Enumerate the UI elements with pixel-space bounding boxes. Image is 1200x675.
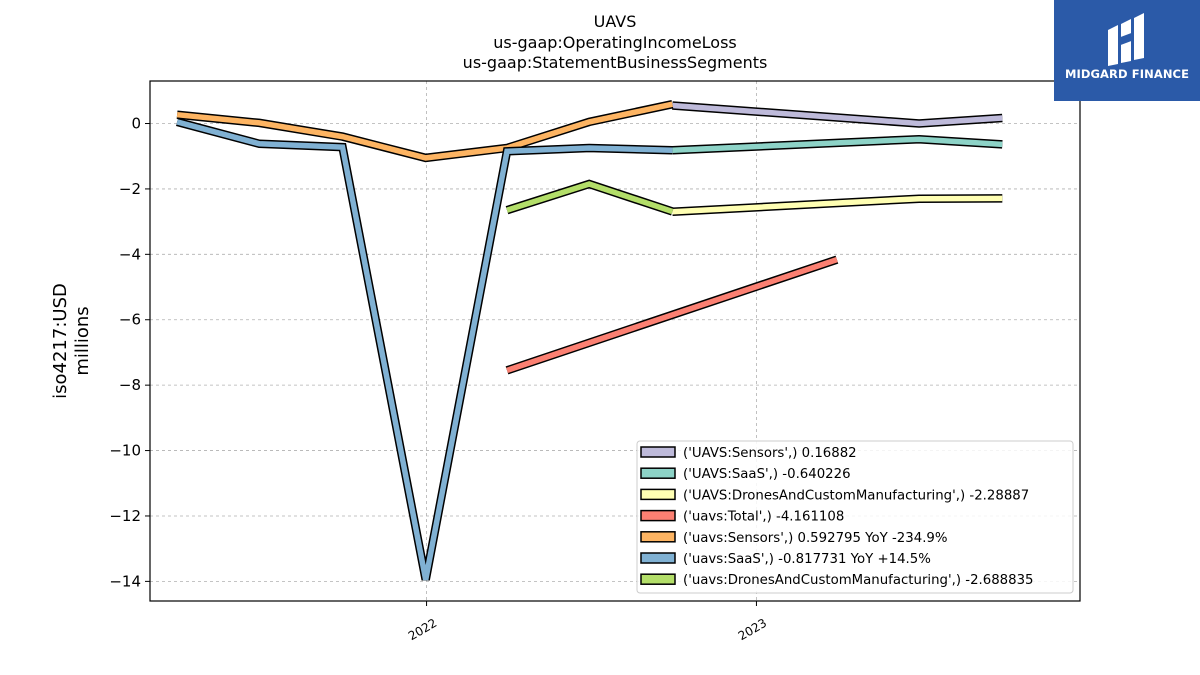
y-tick-label: −6 — [119, 311, 141, 329]
y-tick-label: −12 — [109, 507, 141, 525]
legend-box — [636, 440, 1074, 594]
series-line-fill — [672, 136, 1003, 154]
series-line-fill — [506, 181, 674, 215]
legend-item: ('uavs:SaaS',) -0.817731 YoY +14.5% — [640, 552, 931, 567]
legend-swatch — [640, 446, 676, 458]
chart-title-line-2: us-gaap:OperatingIncomeLoss — [493, 33, 737, 52]
series-line — [176, 100, 674, 163]
brand-name: MIDGARD FINANCE — [1064, 67, 1190, 81]
legend-swatch — [640, 573, 676, 585]
chart-title: UAVS us-gaap:OperatingIncomeLoss us-gaap… — [463, 12, 768, 72]
legend-label: ('uavs:Total',) -4.161108 — [683, 510, 844, 525]
y-tick-label: −14 — [109, 572, 141, 590]
y-tick-label: −4 — [119, 245, 141, 263]
x-axis-ticks: 2022 2023 — [406, 601, 769, 643]
series-line-fill — [176, 101, 673, 161]
legend-swatch — [640, 552, 676, 564]
legend-swatch — [640, 531, 676, 543]
y-axis-label: iso4217:USD millions — [50, 283, 93, 399]
series-line-fill — [672, 195, 1003, 215]
series-line — [672, 101, 1003, 128]
legend-item: ('UAVS:DronesAndCustomManufacturing',) -… — [640, 488, 1029, 503]
y-axis-ticks: 0 −2 −4 −6 −8 −10 −12 −14 — [109, 115, 150, 590]
plot-frame — [149, 80, 1081, 602]
chart-title-line-3: us-gaap:StatementBusinessSegments — [463, 53, 768, 72]
series-line-fill — [176, 119, 673, 581]
series-line-fill — [672, 102, 1003, 127]
midgard-logo-icon — [1108, 13, 1144, 66]
legend-label: ('uavs:DronesAndCustomManufacturing',) -… — [683, 573, 1034, 588]
chart-title-line-1: UAVS — [594, 12, 637, 31]
y-tick-label: −2 — [119, 180, 141, 198]
series-line — [672, 194, 1003, 217]
legend: ('UAVS:Sensors',) 0.16882 ('UAVS:SaaS',) … — [636, 440, 1074, 594]
series-line — [176, 117, 673, 581]
legend-swatch — [640, 467, 676, 479]
brand-logo: MIDGARD FINANCE — [1054, 0, 1200, 101]
y-tick-label: −8 — [119, 376, 141, 394]
legend-item: ('uavs:Total',) -4.161108 — [640, 509, 844, 525]
legend-item: ('uavs:DronesAndCustomManufacturing',) -… — [640, 573, 1034, 588]
x-tick-label: 2023 — [736, 616, 769, 643]
legend-label: ('UAVS:DronesAndCustomManufacturing',) -… — [683, 488, 1029, 503]
legend-item: ('UAVS:Sensors',) 0.16882 — [640, 446, 857, 461]
y-axis-label-line-1: iso4217:USD — [50, 283, 71, 399]
series-line-fill — [506, 256, 838, 374]
legend-item: ('uavs:Sensors',) 0.592795 YoY -234.9% — [640, 531, 948, 546]
legend-swatch — [640, 488, 676, 501]
x-tick-label: 2022 — [406, 616, 439, 643]
y-axis-label-line-2: millions — [72, 306, 93, 375]
legend-label: ('uavs:SaaS',) -0.817731 YoY +14.5% — [683, 552, 931, 567]
series-lines — [176, 100, 1003, 581]
series-line — [505, 255, 839, 375]
y-tick-label: −10 — [109, 442, 141, 460]
y-tick-label: 0 — [131, 115, 141, 133]
series-line — [672, 134, 1003, 155]
legend-item: ('UAVS:SaaS',) -0.640226 — [640, 467, 851, 482]
series-line — [505, 179, 674, 216]
legend-label: ('uavs:Sensors',) 0.592795 YoY -234.9% — [683, 531, 948, 546]
series-line-outline — [505, 179, 674, 216]
legend-swatch — [640, 509, 676, 522]
legend-label: ('UAVS:SaaS',) -0.640226 — [683, 467, 851, 482]
legend-label: ('UAVS:Sensors',) 0.16882 — [683, 446, 857, 461]
